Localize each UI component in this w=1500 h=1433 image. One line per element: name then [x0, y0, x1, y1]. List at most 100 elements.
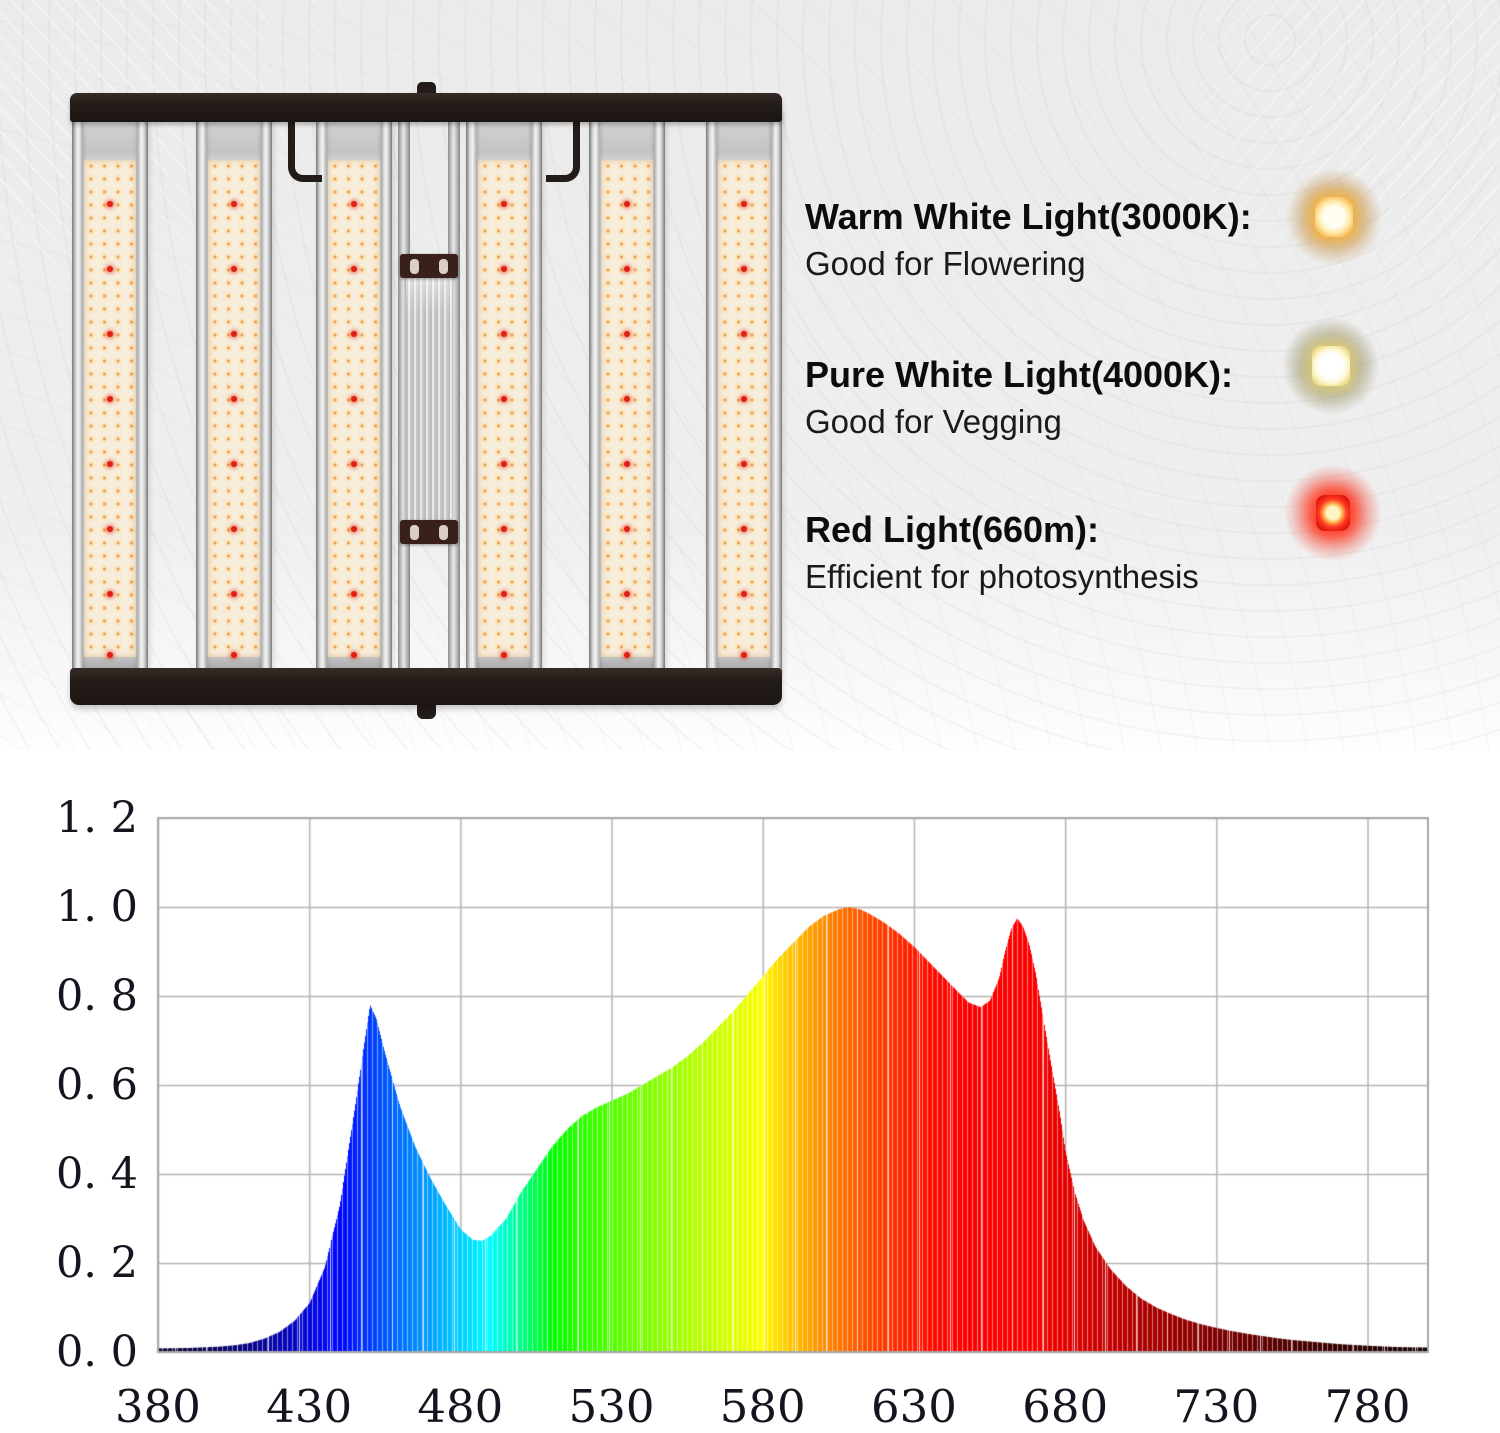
- y-tick-label: 0. 0: [55, 1327, 138, 1377]
- red-led-dot: [351, 201, 357, 207]
- red-led-dot: [231, 652, 237, 658]
- red-led-dot: [624, 201, 630, 207]
- legend-title: Pure White Light(4000K):: [805, 354, 1234, 395]
- x-tick-label: 730: [1173, 1380, 1260, 1433]
- legend-item-red: Red Light(660m): Efficient for photosynt…: [805, 508, 1365, 599]
- red-led-icon: [1285, 465, 1381, 561]
- legend-description: Efficient for photosynthesis: [805, 558, 1199, 595]
- red-led-dot: [624, 331, 630, 337]
- red-led-dot: [624, 652, 630, 658]
- red-led-dot: [107, 396, 113, 402]
- red-led-dot: [231, 396, 237, 402]
- red-led-dot: [231, 461, 237, 467]
- bar-channel: [477, 112, 531, 675]
- red-led-dot: [351, 526, 357, 532]
- y-tick-label: 1. 0: [55, 882, 138, 932]
- x-tick-label: 480: [417, 1380, 504, 1433]
- driver-box: [406, 275, 452, 520]
- legend-item-warm-white: Warm White Light(3000K): Good for Flower…: [805, 195, 1365, 286]
- hanging-hook-left: [288, 122, 322, 182]
- red-led-dot: [741, 526, 747, 532]
- bar-edge: [196, 112, 207, 675]
- red-led-dot: [231, 591, 237, 597]
- red-led-dot: [351, 461, 357, 467]
- led-array: [478, 160, 530, 658]
- red-led-dot: [501, 201, 507, 207]
- y-tick-label: 0. 2: [55, 1238, 138, 1288]
- driver-bracket-top: [400, 254, 458, 278]
- bracket-slot: [410, 258, 419, 274]
- led-bar: [196, 112, 272, 675]
- x-tick-label: 430: [266, 1380, 353, 1433]
- spectrum-chart: 380 430 480 530 580 630 680 730 780 0. 0 0. 2 0. 4 0…: [0, 750, 1500, 1433]
- red-led-dot: [501, 331, 507, 337]
- x-tick-label: 630: [870, 1380, 957, 1433]
- red-led-dot: [351, 652, 357, 658]
- led-array: [208, 160, 260, 658]
- pure-white-led-icon: [1283, 318, 1379, 414]
- red-led-dot: [741, 461, 747, 467]
- red-led-dot: [741, 591, 747, 597]
- y-tick-label: 1. 2: [55, 793, 138, 843]
- led-bar: [72, 112, 148, 675]
- led-array: [84, 160, 136, 658]
- red-led-dot: [501, 461, 507, 467]
- legend-description: Good for Flowering: [805, 245, 1086, 282]
- red-led-dot: [501, 266, 507, 272]
- driver-bracket-bottom: [400, 520, 458, 544]
- bar-channel: [207, 112, 261, 675]
- x-tick-label: 680: [1022, 1380, 1109, 1433]
- bar-edge: [466, 112, 477, 675]
- red-led-dot: [107, 331, 113, 337]
- red-led-dot: [107, 526, 113, 532]
- red-led-dot: [624, 396, 630, 402]
- led-bar: [589, 112, 665, 675]
- bar-edge: [706, 112, 717, 675]
- bar-edge: [589, 112, 600, 675]
- led-bar: [706, 112, 782, 675]
- red-led-dot: [741, 331, 747, 337]
- red-led-dot: [624, 591, 630, 597]
- hinge-nub-bottom: [417, 702, 436, 719]
- bracket-slot: [439, 524, 448, 540]
- red-led-dot: [741, 266, 747, 272]
- x-tick-label: 580: [719, 1380, 806, 1433]
- y-tick-label: 0. 4: [55, 1149, 138, 1199]
- bar-edge: [261, 112, 272, 675]
- bar-edge: [654, 112, 665, 675]
- red-led-dot: [501, 591, 507, 597]
- hanging-hook-right: [546, 122, 580, 182]
- red-led-dot: [351, 266, 357, 272]
- red-led-dot: [351, 331, 357, 337]
- red-led-dot: [107, 652, 113, 658]
- red-led-dot: [231, 201, 237, 207]
- red-led-dot: [351, 396, 357, 402]
- fixture-bottom-rail: [70, 668, 782, 705]
- legend-description: Good for Vegging: [805, 403, 1062, 440]
- x-tick-label: 780: [1324, 1380, 1411, 1433]
- y-tick-label: 0. 8: [55, 971, 138, 1021]
- red-led-dot: [624, 266, 630, 272]
- bar-edge: [771, 112, 782, 675]
- bar-channel: [717, 112, 771, 675]
- legend-title: Red Light(660m):: [805, 509, 1100, 550]
- bar-edge: [72, 112, 83, 675]
- bar-channel: [600, 112, 654, 675]
- legend-item-pure-white: Pure White Light(4000K): Good for Veggin…: [805, 353, 1365, 444]
- x-tick-label: 530: [568, 1380, 655, 1433]
- red-led-dot: [351, 591, 357, 597]
- bar-channel: [83, 112, 137, 675]
- led-array: [718, 160, 770, 658]
- led-bar: [466, 112, 542, 675]
- fixture-top-rail: [70, 93, 782, 122]
- red-led-dot: [107, 591, 113, 597]
- spectrum-canvas: [0, 750, 1500, 1426]
- red-led-dot: [501, 652, 507, 658]
- red-led-dot: [107, 461, 113, 467]
- red-led-dot: [741, 652, 747, 658]
- led-bar: [316, 112, 392, 675]
- led-array: [601, 160, 653, 658]
- bracket-slot: [439, 258, 448, 274]
- y-tick-label: 0. 6: [55, 1060, 138, 1110]
- grow-light-fixture: [65, 82, 787, 727]
